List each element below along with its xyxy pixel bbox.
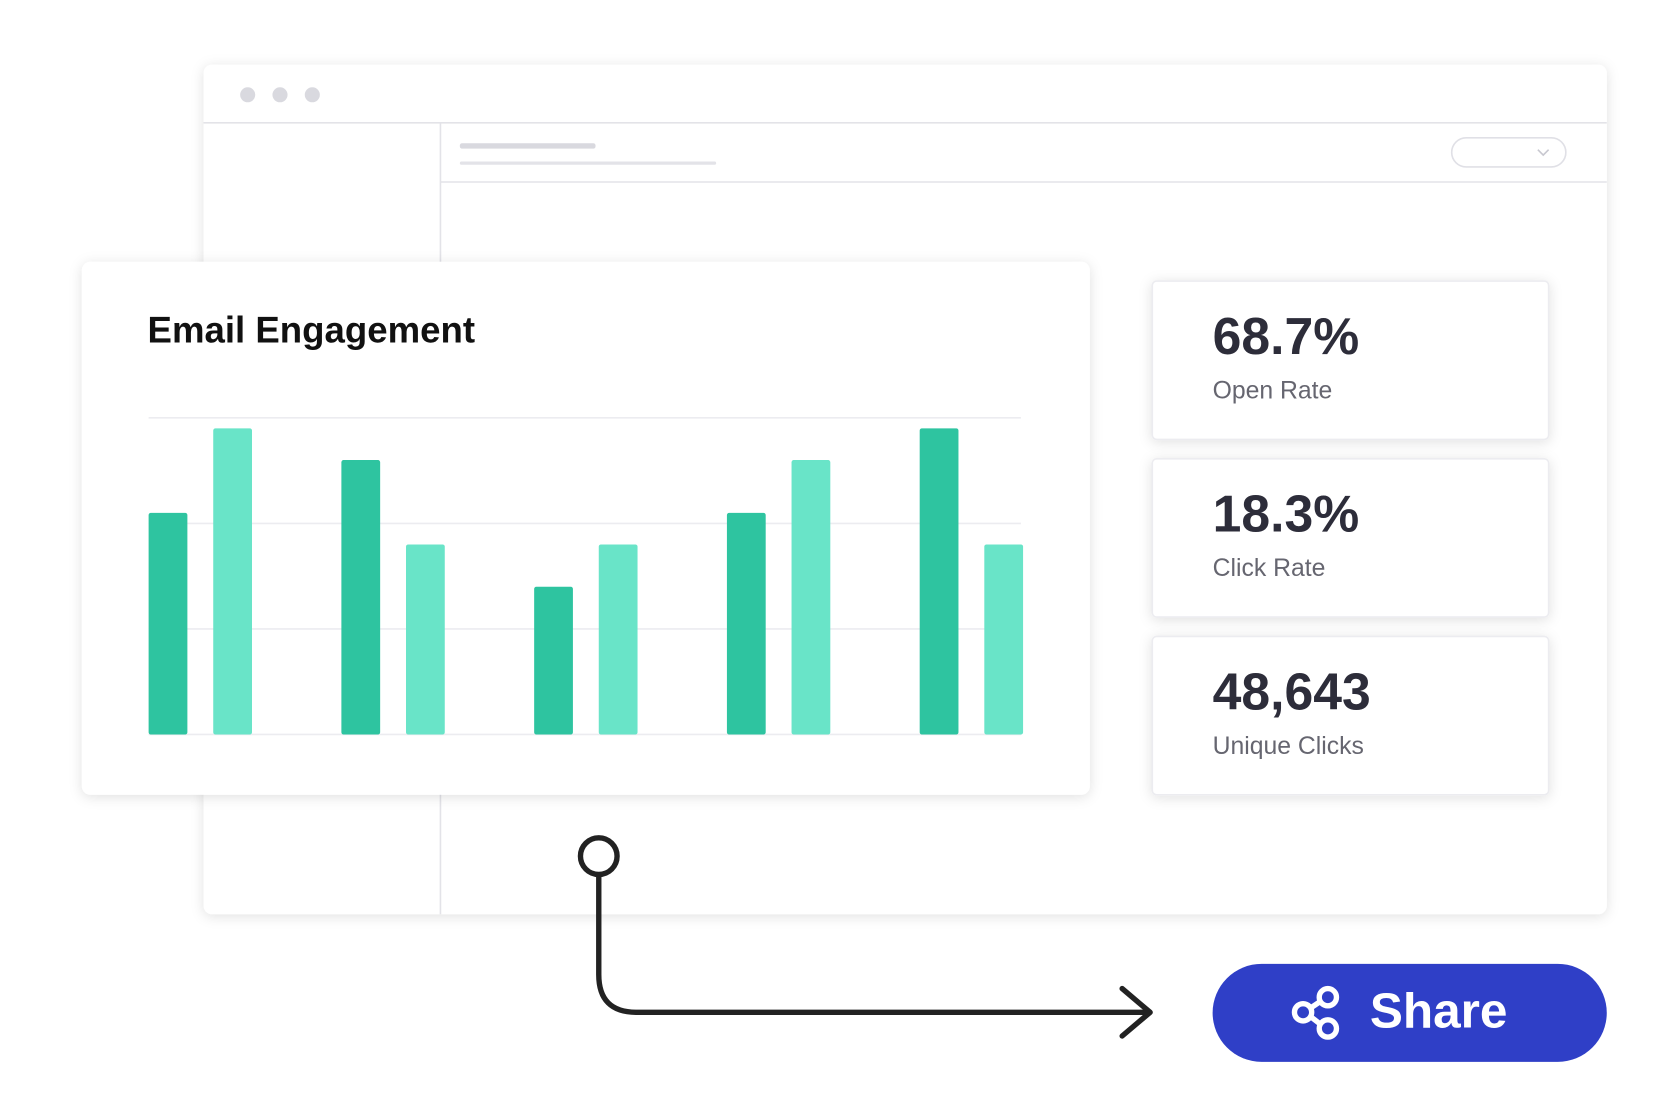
share-button[interactable]: Share	[1212, 963, 1607, 1062]
share-icon	[1291, 985, 1340, 1040]
stat-value: 18.3%	[1213, 485, 1360, 543]
placeholder-bar	[459, 143, 596, 149]
connector-start	[577, 835, 620, 878]
bar	[406, 544, 445, 735]
stats: 68.7% Open Rate 18.3% Click Rate 48,643 Uniqu…	[1151, 280, 1550, 796]
placeholder-bar	[459, 161, 717, 165]
stat-card	[1151, 457, 1550, 618]
stat-value: 48,643	[1213, 662, 1371, 720]
stat-label: Click Rate	[1213, 555, 1326, 582]
bar	[791, 460, 831, 735]
bar	[213, 428, 252, 735]
dropdown[interactable]	[1450, 137, 1567, 168]
window-dot	[304, 87, 320, 103]
window-dot	[272, 87, 288, 103]
button-label[interactable]: Share	[1370, 984, 1508, 1039]
bar	[726, 512, 766, 735]
dropdown-chevron	[1537, 149, 1550, 157]
bar	[919, 428, 959, 735]
chart-title: Email Engagement	[148, 309, 476, 350]
bar	[148, 512, 188, 735]
bar	[534, 586, 573, 735]
stat-value: 68.7%	[1213, 307, 1360, 365]
window-dot	[240, 87, 256, 103]
chart-card	[81, 261, 1090, 795]
bar	[598, 544, 638, 735]
chart	[148, 417, 1024, 736]
stat-card	[1151, 635, 1550, 796]
connector-line	[596, 874, 1148, 1015]
bar	[341, 460, 381, 735]
stat-label: Unique Clicks	[1213, 733, 1364, 760]
bar	[984, 544, 1024, 735]
stat-card	[1151, 280, 1550, 441]
connector-arrow	[1119, 985, 1153, 1039]
button-background[interactable]	[1212, 963, 1607, 1062]
stat-label: Open Rate	[1213, 378, 1333, 405]
